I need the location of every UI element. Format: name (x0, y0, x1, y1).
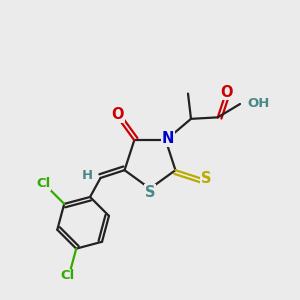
Text: H: H (82, 169, 93, 182)
Text: S: S (145, 185, 155, 200)
Text: O: O (111, 107, 124, 122)
Text: Cl: Cl (37, 177, 51, 190)
Text: S: S (201, 171, 211, 186)
Text: O: O (220, 85, 233, 100)
Text: N: N (162, 131, 174, 146)
Text: OH: OH (248, 98, 270, 110)
Text: Cl: Cl (61, 269, 75, 283)
